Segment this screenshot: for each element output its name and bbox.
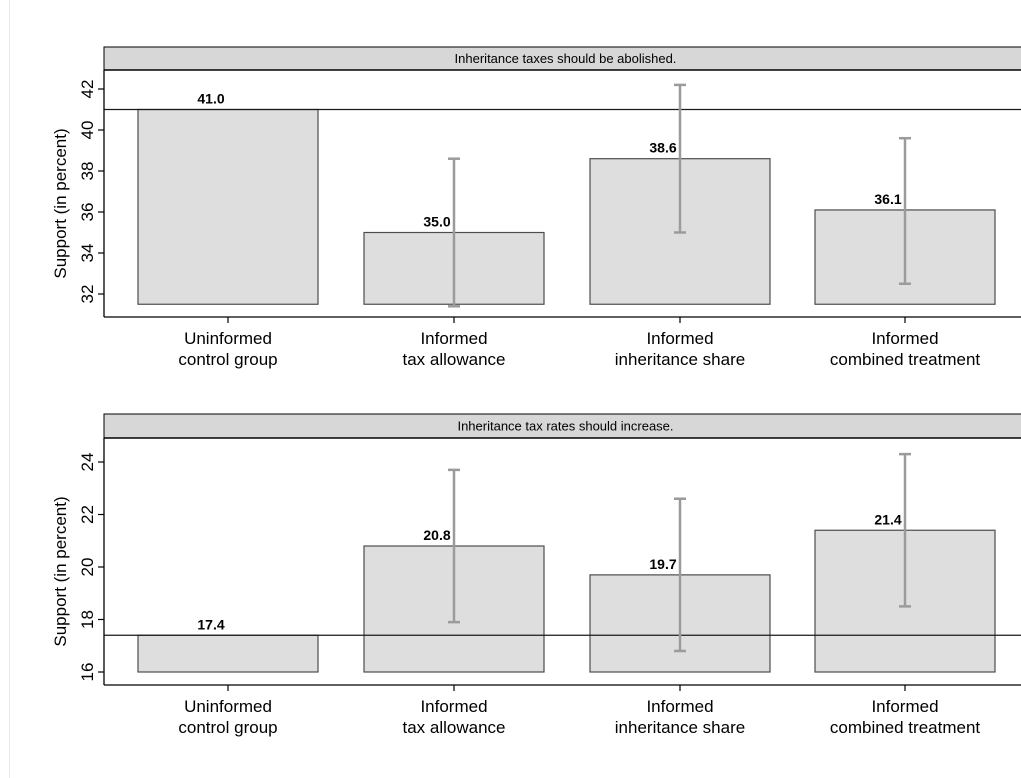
panel-1-y-tick-label: 32 xyxy=(78,285,97,304)
panel-1-chart-title: Inheritance taxes should be abolished. xyxy=(455,51,677,66)
panel-1-y-tick-label: 34 xyxy=(78,244,97,263)
panel-2-x-tick-label-line1: Informed xyxy=(420,697,487,716)
panel-2-value-label: 19.7 xyxy=(649,556,676,572)
panel-1-x-tick-label-line2: tax allowance xyxy=(402,350,505,369)
panel-1-x-tick-label-line2: inheritance share xyxy=(615,350,745,369)
panel-2-x-tick-label-line2: control group xyxy=(178,718,277,737)
panel-1-y-tick-label: 42 xyxy=(78,80,97,99)
panel-2-y-tick-label: 22 xyxy=(78,505,97,524)
page-edge-rule xyxy=(9,0,10,778)
panel-1-y-tick-label: 38 xyxy=(78,162,97,181)
panel-1-x-tick-label-line1: Informed xyxy=(871,329,938,348)
panel-2-value-label: 20.8 xyxy=(423,527,450,543)
panel-1-y-tick-label: 36 xyxy=(78,203,97,222)
panel-2-bar xyxy=(137,634,319,673)
panel-1-x-tick-label-line2: control group xyxy=(178,350,277,369)
panel-1-value-label: 38.6 xyxy=(649,140,676,156)
panel-1-x-tick-label-line1: Uninformed xyxy=(184,329,272,348)
panel-1-bar xyxy=(137,108,319,305)
panel-2-y-tick-label: 20 xyxy=(78,558,97,577)
panel-1-x-tick-label-line2: combined treatment xyxy=(830,350,981,369)
panel-2-y-axis-label: Support (in percent) xyxy=(51,496,70,646)
panel-2-y-tick-label: 16 xyxy=(78,663,97,682)
panel-1-value-label: 35.0 xyxy=(423,214,450,230)
panel-1-y-tick-label: 40 xyxy=(78,121,97,140)
panel-2-title-strip xyxy=(103,413,1021,439)
panel-2-value-label: 21.4 xyxy=(874,511,901,527)
panel-2-x-tick-label-line2: inheritance share xyxy=(615,718,745,737)
panel-2-x-tick-label-line1: Informed xyxy=(646,697,713,716)
panel-2-x-tick-label-line1: Uninformed xyxy=(184,697,272,716)
panel-2-x-tick-label-line2: combined treatment xyxy=(830,718,981,737)
panel-2-x-tick-label-line1: Informed xyxy=(871,697,938,716)
panel-1-value-label: 36.1 xyxy=(874,191,901,207)
panel-1-value-label: 41.0 xyxy=(197,91,224,107)
panel-2-y-tick-label: 24 xyxy=(78,453,97,472)
panel-1-y-axis-label: Support (in percent) xyxy=(51,128,70,278)
panel-2-chart-title: Inheritance tax rates should increase. xyxy=(457,419,673,434)
panel-2-x-tick-label-line2: tax allowance xyxy=(402,718,505,737)
panel-1-x-tick-label-line1: Informed xyxy=(646,329,713,348)
panel-1-x-tick-label-line1: Informed xyxy=(420,329,487,348)
panel-2-value-label: 17.4 xyxy=(197,616,224,632)
panel-2-y-tick-label: 18 xyxy=(78,610,97,629)
